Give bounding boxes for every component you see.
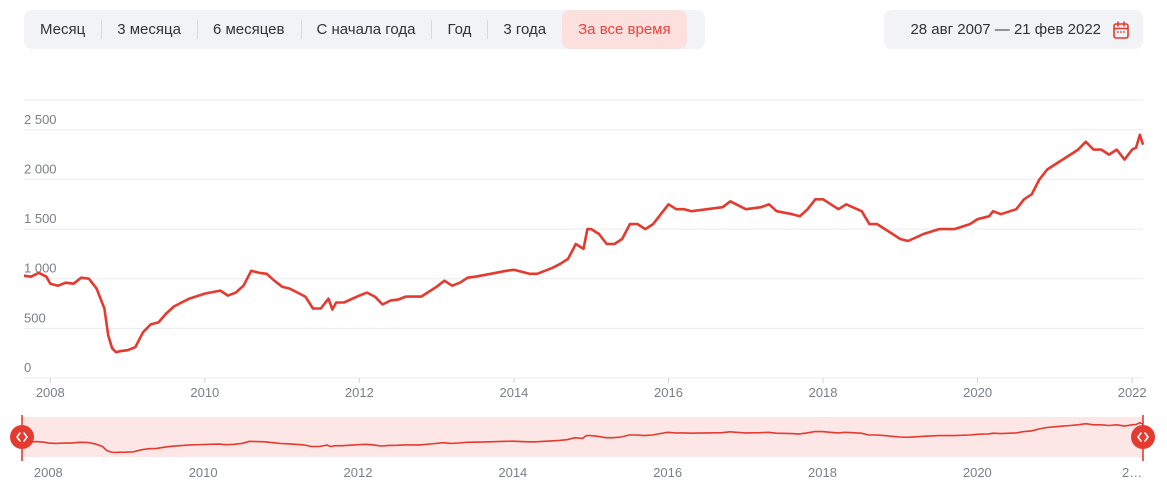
period-tab[interactable]: 3 года [487, 10, 562, 49]
y-axis: 0 500 1 000 1 500 2 000 2 500 [24, 112, 57, 375]
y-tick-label: 2 500 [24, 112, 57, 127]
range-navigator[interactable]: 2008 2010 2012 2014 2016 2018 2020 2… [0, 405, 1167, 501]
period-tab[interactable]: С начала года [300, 10, 432, 49]
y-tick-label: 2 000 [24, 161, 57, 176]
navigator-tick-label: 2014 [498, 465, 527, 480]
navigator-tick-label: 2016 [653, 465, 682, 480]
range-handle[interactable] [1131, 415, 1155, 461]
period-tab[interactable]: Месяц [40, 21, 86, 38]
navigator-line [21, 421, 1144, 454]
chevrons-icon [16, 432, 28, 442]
range-handle[interactable] [10, 415, 34, 461]
x-tick-label: 2022 [1118, 385, 1147, 400]
date-range-label: 28 авг 2007 — 21 фев 2022 [910, 21, 1101, 38]
price-series [23, 133, 1145, 354]
handle-knob [1131, 425, 1155, 449]
navigator-selection [22, 417, 1143, 457]
navigator-tick-label: 2018 [808, 465, 837, 480]
x-tick-label: 2008 [36, 385, 65, 400]
date-range-picker[interactable]: 28 авг 2007 — 21 фев 2022 [884, 10, 1143, 49]
x-axis: 2008 2010 2012 2014 2016 2018 2020 2022 [36, 378, 1147, 400]
chevrons-icon [1137, 432, 1149, 442]
navigator-x-axis: 2008 2010 2012 2014 2016 2018 2020 2… [34, 465, 1142, 480]
navigator-tick-label: 2… [1122, 465, 1142, 480]
period-tab[interactable]: 6 месяцев [196, 10, 301, 49]
x-tick-label: 2014 [499, 385, 528, 400]
x-tick-label: 2020 [963, 385, 992, 400]
y-tick-label: 500 [24, 310, 46, 325]
period-tabs: Месяц 3 месяца 6 месяцев С начала года Год 3 … [24, 10, 705, 49]
price-chart: 0 500 1 000 1 500 2 000 2 500 2008 2010 2012 201… [23, 99, 1147, 400]
chart-gridlines [24, 99, 1143, 379]
navigator-handles[interactable] [10, 415, 1155, 461]
navigator-tick-label: 2020 [963, 465, 992, 480]
x-tick-label: 2010 [190, 385, 219, 400]
y-tick-label: 0 [24, 360, 31, 375]
navigator-body [21, 417, 1144, 457]
period-tab[interactable]: Год [431, 10, 487, 49]
y-tick-label: 1 000 [24, 261, 57, 276]
period-tab[interactable]: 3 месяца [101, 10, 197, 49]
price-line [23, 133, 1145, 354]
y-tick-label: 1 500 [24, 211, 57, 226]
navigator-tick-label: 2010 [189, 465, 218, 480]
x-tick-label: 2018 [809, 385, 838, 400]
x-tick-label: 2016 [654, 385, 683, 400]
period-tab[interactable]: За все время [562, 10, 687, 49]
x-tick-label: 2012 [345, 385, 374, 400]
navigator-tick-label: 2008 [34, 465, 63, 480]
calendar-icon [1113, 20, 1129, 39]
navigator-tick-label: 2012 [344, 465, 373, 480]
handle-knob [10, 425, 34, 449]
